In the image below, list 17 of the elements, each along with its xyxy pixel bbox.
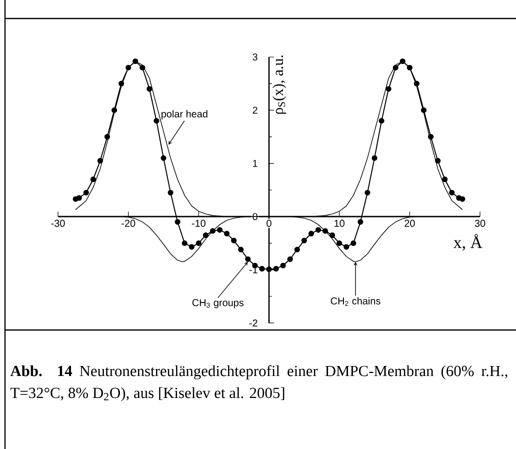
x-tick-label: -10 (192, 220, 206, 227)
text: Abb. 14 Neutronenstreulängedichteprofil einer DMPC-Membran (60% r.H., T=32°C, 8% D$_{2}$O), aus [Kiselev et al. 2005] (10, 365, 508, 402)
annotation: polar head (162, 110, 208, 120)
annotation: CH$_{2}$ chains (330, 297, 380, 306)
x-tick-label: -20 (122, 220, 136, 227)
y-tick-label: 1 (253, 160, 258, 167)
x-tick-label: 0 (266, 220, 272, 227)
x-tick-label: -30 (51, 220, 65, 227)
x-tick-label: 20 (404, 220, 415, 227)
x-axis-title: x, Å (453, 234, 482, 251)
y-tick-label: 2 (252, 106, 258, 114)
y-axis-title: ρ$_{S}$(x), a.u. (272, 56, 286, 114)
annotation: CH$_{3}$ groups (192, 299, 244, 308)
y-tick-label: -2 (249, 320, 258, 326)
x-tick-label: 10 (334, 220, 344, 227)
x-tick-label: 30 (474, 220, 486, 227)
y-tick-label: 3 (252, 53, 258, 61)
